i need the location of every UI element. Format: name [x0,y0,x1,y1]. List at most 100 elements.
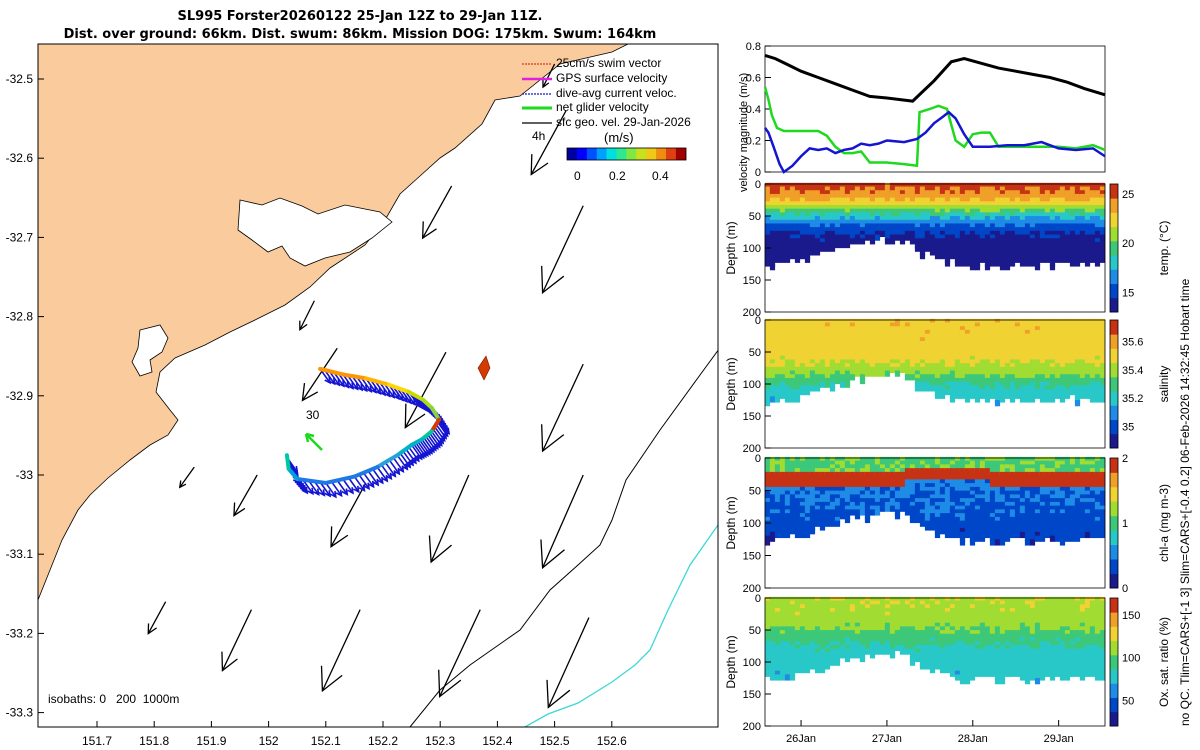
section-cell [1014,501,1021,509]
section-cell [949,208,956,215]
section-cell [974,256,981,263]
section-cell [844,483,851,490]
section-cell [864,468,871,475]
section-cell [944,377,951,385]
section-cell [839,197,846,204]
section-cell [779,604,786,611]
section-cell [854,490,861,497]
section-cell [1094,253,1101,260]
section-cell [1024,190,1031,197]
section-cell [939,490,946,497]
section-cell [909,318,916,326]
section-cell [809,341,816,348]
section-cell [899,633,906,640]
section-cell [1034,501,1041,509]
section-cell [914,505,921,512]
section-cell [794,193,801,201]
section-cell [889,596,896,604]
section-cell [919,655,926,663]
section-cell [899,490,906,497]
section-cell [799,355,806,362]
section-cell [764,607,771,615]
section-cell [984,377,991,385]
section-cell [934,205,941,212]
section-cell [1084,193,1091,201]
section-cell [1019,392,1026,399]
section-cell [874,479,881,486]
section-cell [1079,490,1086,497]
section-cell [1079,344,1086,351]
section-cell [794,359,801,366]
section-cell [789,355,796,362]
section-cell [849,205,856,212]
section-cell [894,234,901,241]
section-cell [869,322,876,329]
section-cell [954,370,961,377]
section-cell [979,501,986,509]
section-cell [1004,326,1011,333]
section-cell [979,385,986,392]
section-cell [954,456,961,464]
section-cell [904,637,911,644]
section-cell [834,520,841,527]
section-cell [974,348,981,355]
section-cell [889,456,896,464]
section-cell [884,490,891,497]
section-cell [909,607,916,615]
dive-current-arrow-head [338,380,345,388]
section-cell [794,520,801,527]
section-cell [779,182,786,190]
section-cell [854,238,861,245]
section-cell [1069,205,1076,212]
section-cell [809,377,816,385]
section-cell [1049,479,1056,486]
section-cell [784,245,791,252]
section-cell [864,633,871,640]
section-cell [999,245,1006,252]
section-cell [1074,389,1081,396]
section-cell [949,385,956,392]
velocity-series-line [763,110,1106,174]
section-cell [924,494,931,501]
section-cell [1069,190,1076,197]
section-cell [1059,377,1066,385]
section-cell [844,494,851,501]
section-cell [1059,337,1066,344]
section-cell [799,370,806,377]
section-cell [804,460,811,467]
section-cell [884,223,891,230]
section-cell [844,223,851,230]
section-cell [994,464,1001,471]
section-cell [1009,260,1016,267]
section-cell [1064,363,1071,370]
section-cell [784,359,791,366]
section-cell [909,201,916,208]
section-cell [864,648,871,655]
section-cell [1044,531,1051,539]
section-cell [834,197,841,204]
section-cell [1089,377,1096,385]
section-cell [1039,318,1046,326]
section-cell [1069,182,1076,190]
section-cell [819,607,826,615]
section-cell [909,197,916,204]
section-cell [969,253,976,260]
section-cell [789,333,796,340]
section-cell [1014,486,1021,494]
section-cell [889,322,896,329]
section-cell [969,366,976,374]
section-cell [964,366,971,374]
section-cell [914,509,921,516]
section-cell [869,648,876,655]
section-cell [924,374,931,381]
section-cell [999,326,1006,333]
section-cell [934,494,941,501]
section-cell [839,374,846,381]
section-cell [809,607,816,615]
section-cell [819,363,826,370]
section-cell [1019,468,1026,475]
section-cell [1039,374,1046,381]
section-cell [929,370,936,377]
section-cell [889,641,896,648]
section-cell [984,483,991,490]
